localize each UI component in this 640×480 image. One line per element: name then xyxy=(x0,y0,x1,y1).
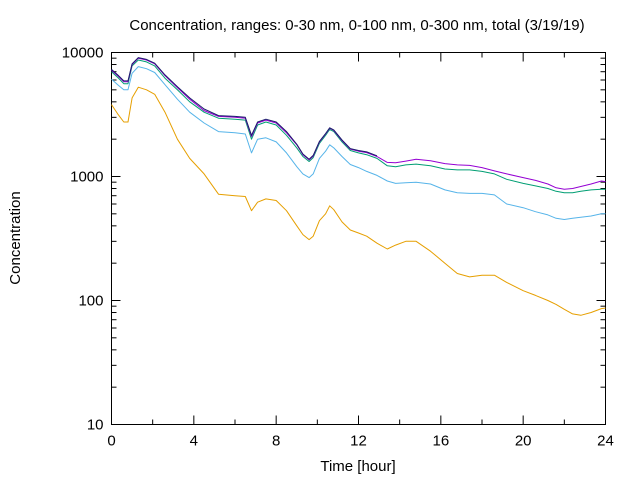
x-tick-label: 4 xyxy=(190,433,198,450)
x-tick-label: 12 xyxy=(350,433,367,450)
series-line-3 xyxy=(111,59,606,194)
series-line-2 xyxy=(111,66,606,220)
x-axis-label: Time [hour] xyxy=(320,458,395,475)
series-line-4 xyxy=(111,57,606,190)
y-axis-label: Concentration xyxy=(7,191,24,284)
y-tick-label: 1000 xyxy=(70,169,103,186)
x-tick-label: 0 xyxy=(107,433,115,450)
axis-ticks: 0 4 8 12 16 20 24 10 100 1000 10000 xyxy=(62,45,614,450)
y-tick-label: 10 xyxy=(87,417,104,434)
chart-title: Concentration, ranges: 0-30 nm, 0-100 nm… xyxy=(129,17,584,34)
x-tick-label: 20 xyxy=(515,433,532,450)
x-tick-label: 8 xyxy=(272,433,280,450)
x-tick-label: 24 xyxy=(597,433,614,450)
series-line-1 xyxy=(111,86,606,316)
series-layer xyxy=(111,57,606,316)
series-line-5 xyxy=(111,57,378,160)
y-tick-label: 100 xyxy=(78,293,103,310)
x-tick-label: 16 xyxy=(432,433,449,450)
y-tick-label: 10000 xyxy=(62,45,104,62)
